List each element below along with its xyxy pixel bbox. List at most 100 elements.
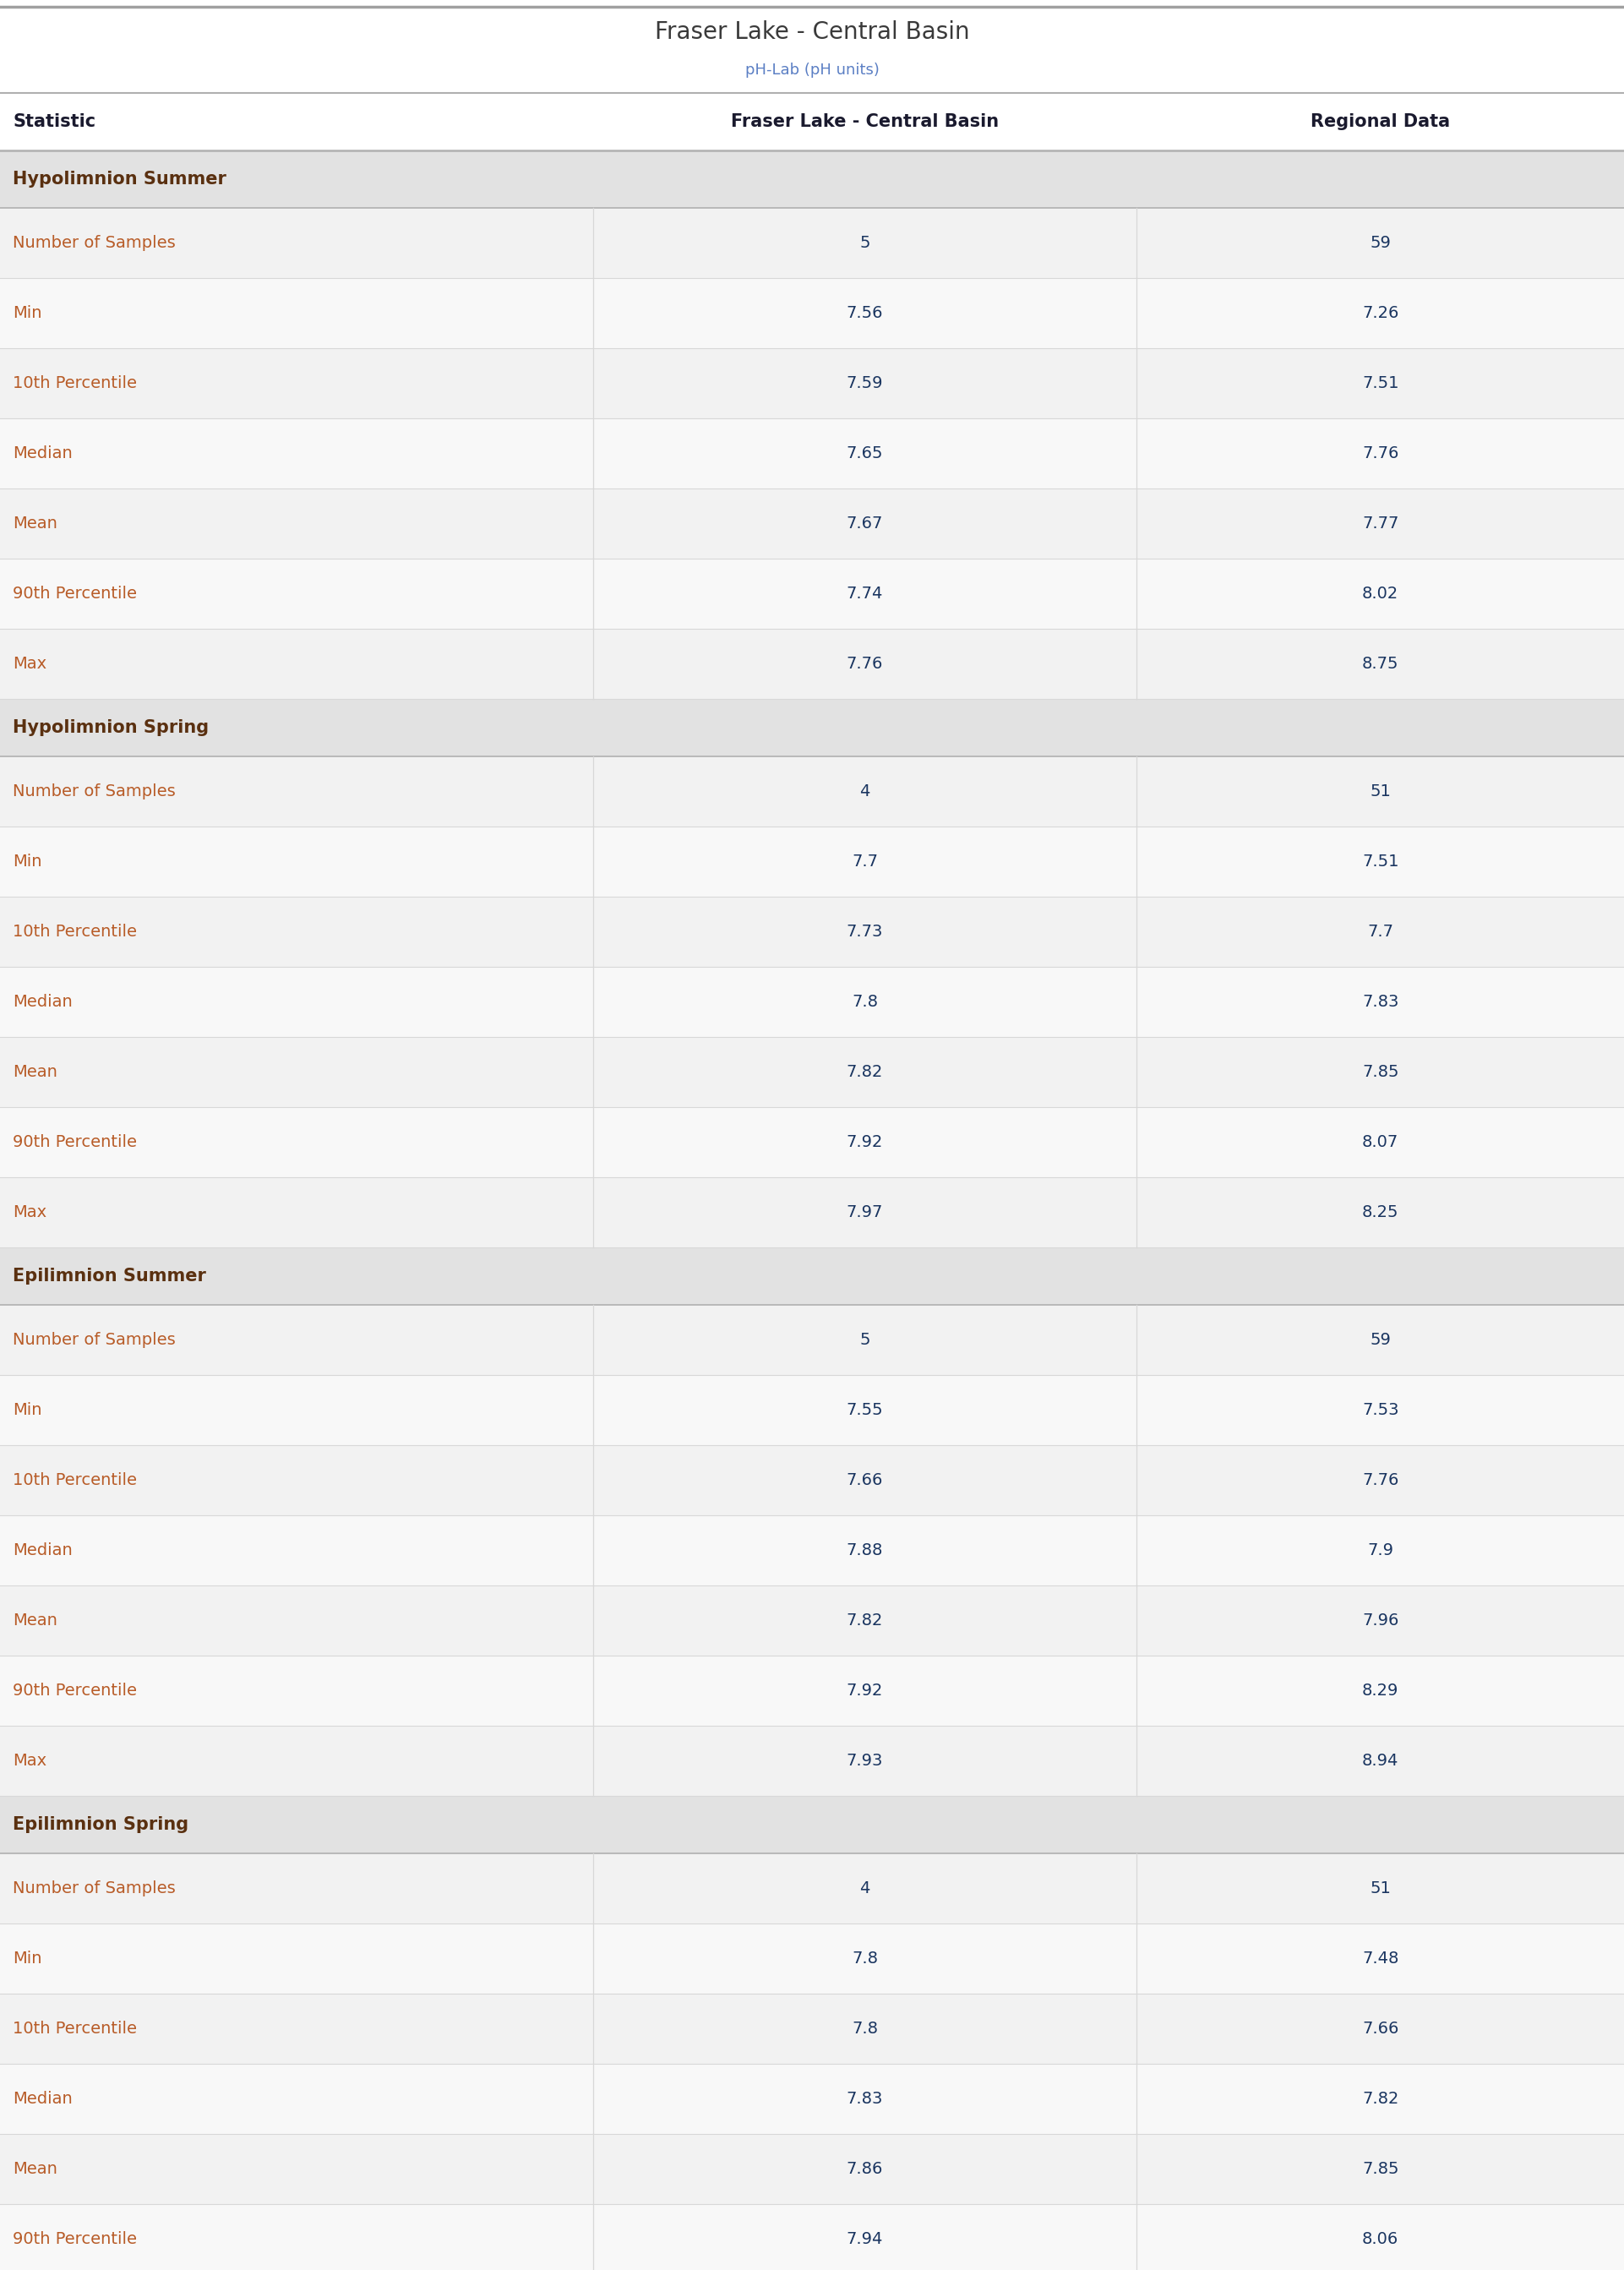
Text: 5: 5 xyxy=(859,234,870,252)
Text: Mean: Mean xyxy=(13,1065,58,1081)
Text: Min: Min xyxy=(13,1950,42,1966)
Text: 7.56: 7.56 xyxy=(846,304,883,320)
Bar xyxy=(0,1249,1624,1305)
Bar xyxy=(0,2134,1624,2204)
Text: 59: 59 xyxy=(1371,234,1390,252)
Text: 7.51: 7.51 xyxy=(1363,375,1398,390)
Text: 7.97: 7.97 xyxy=(846,1205,883,1221)
Text: 7.94: 7.94 xyxy=(846,2231,883,2247)
Text: 7.7: 7.7 xyxy=(1367,924,1393,940)
Text: 7.88: 7.88 xyxy=(846,1541,883,1559)
Text: Hypolimnion Summer: Hypolimnion Summer xyxy=(13,170,227,188)
Text: Min: Min xyxy=(13,1403,42,1419)
Text: Median: Median xyxy=(13,994,73,1010)
Text: 7.74: 7.74 xyxy=(846,586,883,602)
Text: Median: Median xyxy=(13,1541,73,1559)
Bar xyxy=(0,2063,1624,2134)
Bar xyxy=(0,1108,1624,1178)
Bar xyxy=(0,1376,1624,1446)
Text: Median: Median xyxy=(13,445,73,461)
Bar xyxy=(0,1993,1624,2063)
Text: 7.76: 7.76 xyxy=(1363,445,1398,461)
Text: 7.48: 7.48 xyxy=(1363,1950,1398,1966)
Text: 10th Percentile: 10th Percentile xyxy=(13,375,136,390)
Text: Fraser Lake - Central Basin: Fraser Lake - Central Basin xyxy=(731,114,999,129)
Bar xyxy=(0,418,1624,488)
Bar xyxy=(0,1655,1624,1725)
Text: Regional Data: Regional Data xyxy=(1311,114,1450,129)
Text: Max: Max xyxy=(13,1205,47,1221)
Text: 7.82: 7.82 xyxy=(846,1612,883,1628)
Text: 7.83: 7.83 xyxy=(846,2091,883,2107)
Text: 7.7: 7.7 xyxy=(851,854,879,869)
Text: 7.83: 7.83 xyxy=(1363,994,1398,1010)
Bar xyxy=(0,699,1624,756)
Text: 8.75: 8.75 xyxy=(1363,656,1398,672)
Bar xyxy=(0,2204,1624,2270)
Bar xyxy=(0,209,1624,277)
Text: 7.55: 7.55 xyxy=(846,1403,883,1419)
Bar xyxy=(0,1446,1624,1516)
Bar xyxy=(0,1796,1624,1852)
Text: Mean: Mean xyxy=(13,515,58,531)
Text: 90th Percentile: 90th Percentile xyxy=(13,2231,136,2247)
Text: 7.76: 7.76 xyxy=(1363,1473,1398,1489)
Text: 7.67: 7.67 xyxy=(846,515,883,531)
Text: 59: 59 xyxy=(1371,1332,1390,1348)
Text: Max: Max xyxy=(13,656,47,672)
Bar xyxy=(0,1178,1624,1249)
Bar xyxy=(0,1725,1624,1796)
Bar xyxy=(0,629,1624,699)
Bar xyxy=(0,1516,1624,1584)
Text: 90th Percentile: 90th Percentile xyxy=(13,1682,136,1698)
Bar xyxy=(0,1852,1624,1923)
Bar xyxy=(0,93,1624,150)
Text: 10th Percentile: 10th Percentile xyxy=(13,2020,136,2036)
Text: 8.06: 8.06 xyxy=(1363,2231,1398,2247)
Text: Median: Median xyxy=(13,2091,73,2107)
Text: Min: Min xyxy=(13,304,42,320)
Text: 4: 4 xyxy=(859,1880,870,1895)
Text: 7.92: 7.92 xyxy=(846,1135,883,1151)
Text: 8.29: 8.29 xyxy=(1363,1682,1398,1698)
Bar xyxy=(0,558,1624,629)
Text: Number of Samples: Number of Samples xyxy=(13,1332,175,1348)
Text: 7.82: 7.82 xyxy=(1363,2091,1398,2107)
Text: 7.9: 7.9 xyxy=(1367,1541,1393,1559)
Text: Mean: Mean xyxy=(13,1612,58,1628)
Text: 7.93: 7.93 xyxy=(846,1752,883,1768)
Text: 90th Percentile: 90th Percentile xyxy=(13,586,136,602)
Bar xyxy=(0,347,1624,418)
Text: 7.51: 7.51 xyxy=(1363,854,1398,869)
Text: 7.8: 7.8 xyxy=(851,994,879,1010)
Bar xyxy=(0,277,1624,347)
Text: 7.59: 7.59 xyxy=(846,375,883,390)
Text: 7.65: 7.65 xyxy=(846,445,883,461)
Text: Number of Samples: Number of Samples xyxy=(13,783,175,799)
Text: 7.77: 7.77 xyxy=(1363,515,1398,531)
Text: 7.53: 7.53 xyxy=(1363,1403,1398,1419)
Text: 7.86: 7.86 xyxy=(846,2161,883,2177)
Text: 8.02: 8.02 xyxy=(1363,586,1398,602)
Text: 90th Percentile: 90th Percentile xyxy=(13,1135,136,1151)
Text: pH-Lab (pH units): pH-Lab (pH units) xyxy=(745,61,879,77)
Text: 10th Percentile: 10th Percentile xyxy=(13,924,136,940)
Bar xyxy=(0,1923,1624,1993)
Text: 10th Percentile: 10th Percentile xyxy=(13,1473,136,1489)
Bar xyxy=(0,756,1624,826)
Text: 7.66: 7.66 xyxy=(846,1473,883,1489)
Text: 8.25: 8.25 xyxy=(1363,1205,1398,1221)
Text: 7.92: 7.92 xyxy=(846,1682,883,1698)
Text: Epilimnion Summer: Epilimnion Summer xyxy=(13,1267,206,1285)
Text: 7.85: 7.85 xyxy=(1363,2161,1398,2177)
Text: 7.26: 7.26 xyxy=(1363,304,1398,320)
Text: 7.82: 7.82 xyxy=(846,1065,883,1081)
Bar xyxy=(0,1584,1624,1655)
Text: Min: Min xyxy=(13,854,42,869)
Text: 7.73: 7.73 xyxy=(846,924,883,940)
Text: 5: 5 xyxy=(859,1332,870,1348)
Bar xyxy=(0,1037,1624,1108)
Bar xyxy=(0,967,1624,1037)
Text: Fraser Lake - Central Basin: Fraser Lake - Central Basin xyxy=(654,20,970,43)
Bar xyxy=(0,488,1624,558)
